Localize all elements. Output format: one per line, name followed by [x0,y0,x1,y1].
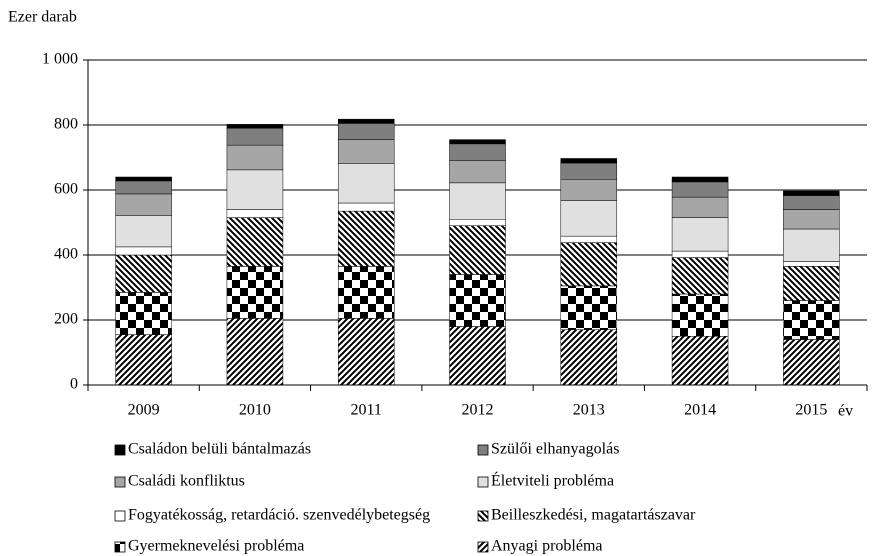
bar-segment [115,292,172,335]
bar-segment [337,202,395,212]
bar-segment [783,228,840,262]
bar-segment [671,257,729,295]
bar-segment [671,336,729,386]
bar-segment [560,158,618,164]
x-tick-label: 2009 [128,402,160,419]
bar-segment [115,193,172,216]
bar-segment [449,182,506,220]
bar-segment [783,195,840,210]
bar-segment [337,139,395,164]
bar-segment [337,118,395,124]
bar-segment [449,326,506,386]
bar-segment [449,225,506,275]
bar-segment [337,163,395,204]
bar-segment [115,180,172,195]
bar-segment [115,254,172,293]
bar-segment [226,124,284,129]
legend-label: Gyermeknevelési probléma [128,538,304,555]
x-tick-label: 2013 [573,402,605,419]
legend-swatch [477,476,489,488]
legend-swatch [477,444,489,456]
bar-segment [560,242,618,287]
bar-segment [671,217,729,252]
bar-segment [449,274,506,327]
y-tick-label: 400 [54,246,78,263]
bar-segment [449,139,506,145]
y-tick-label: 1 000 [42,51,78,68]
bar-segment [560,179,618,201]
legend-label: Fogyatékosság, retardáció. szenvedélybet… [128,507,430,524]
y-tick-label: 800 [54,116,78,133]
x-axis-title: év [838,403,853,420]
bar-segment [560,329,618,386]
legend-label: Életviteli probléma [491,471,614,490]
bar-segment [783,190,840,196]
bar-segment [560,235,618,243]
bar-segment [783,339,840,386]
legend-label: Szülői elhanyagolás [491,441,619,458]
legend-swatch [114,476,126,488]
y-tick-label: 200 [54,311,78,328]
bar-segment [560,162,618,180]
bar-segment [671,176,729,183]
x-tick-label: 2011 [351,402,382,419]
bar-segment [226,128,284,146]
bar-segment [671,250,729,258]
bar-segment [337,123,395,140]
legend-label: Beilleszkedési, magatartászavar [491,507,696,524]
x-tick-label: 2015 [795,402,827,419]
bar-segment [226,217,284,267]
bar-segment [449,219,506,226]
bar-segment [226,318,284,386]
bar-segment [449,143,506,162]
bar-segment [226,209,284,218]
legend-label: Családi konfliktus [128,473,245,490]
y-tick-label: 600 [54,181,78,198]
bar-segment [226,169,284,210]
bar-segment [115,215,172,248]
legend-label: Családon belüli bántalmazás [128,441,311,458]
bar-segment [560,200,618,237]
bar-segment [671,196,729,218]
bar-segment [337,266,395,319]
bar-segment [560,285,618,330]
bar-segment [115,334,172,386]
bar-segment [783,300,840,340]
legend-label: Anyagi probléma [491,538,603,555]
legend-swatch [114,444,126,456]
bar-segment [783,261,840,267]
bar-segment [783,209,840,230]
bar-segment [337,210,395,267]
y-tick-label: 0 [70,376,78,393]
legend-swatch [114,510,126,522]
bar-segment [671,293,729,337]
legend-swatch [477,541,489,553]
x-tick-label: 2014 [684,402,716,419]
bar-segment [226,266,284,319]
y-axis-title: Ezer darab [8,9,77,26]
x-tick-label: 2010 [239,402,271,419]
bar-segment [115,246,172,256]
legend-swatch [477,510,489,522]
bar-segment [671,181,729,198]
bar-segment [226,144,284,171]
x-tick-label: 2012 [462,402,494,419]
bar-segment [783,266,840,301]
bar-segment [449,160,506,184]
bar-segment [337,318,395,386]
bar-segment [115,176,172,182]
legend-swatch [114,541,126,553]
